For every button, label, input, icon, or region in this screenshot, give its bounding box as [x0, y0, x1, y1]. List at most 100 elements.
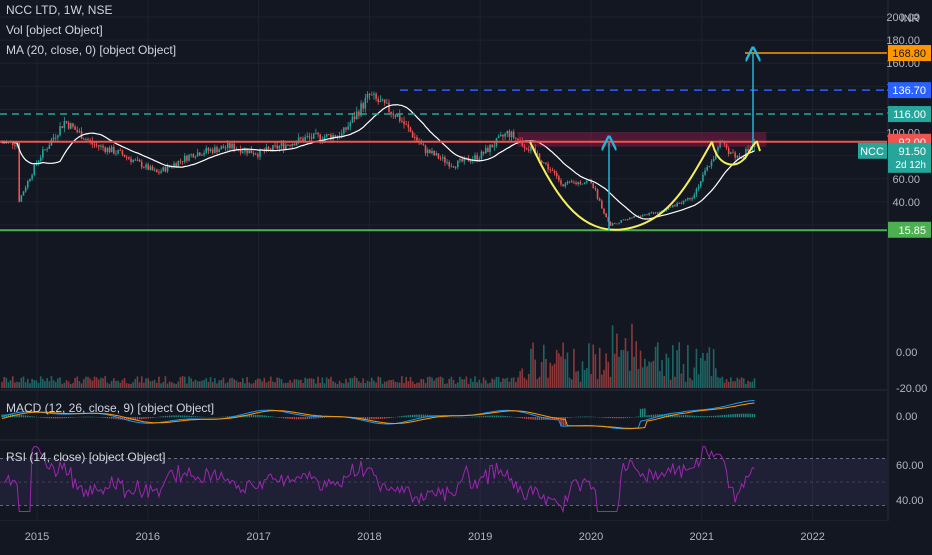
macd-histogram-bar — [726, 415, 727, 418]
candle — [580, 182, 582, 184]
volume-bar — [107, 383, 109, 388]
candle — [83, 139, 85, 140]
volume-bar — [186, 383, 188, 388]
volume-bar — [390, 380, 392, 388]
candle — [676, 203, 678, 206]
supply-zone[interactable] — [518, 133, 766, 147]
macd-histogram-bar — [730, 414, 731, 417]
macd-histogram-bar — [681, 415, 682, 417]
candle — [691, 198, 693, 199]
candle — [612, 223, 614, 225]
macd-histogram-bar — [728, 414, 729, 417]
candle — [399, 115, 401, 121]
candle — [681, 203, 683, 204]
candle — [429, 150, 431, 154]
candle — [227, 143, 229, 148]
volume-bar — [732, 381, 734, 388]
year-tick-label: 2016 — [136, 531, 160, 543]
macd-histogram-bar — [588, 417, 589, 418]
volume-bar — [210, 377, 212, 388]
macd-histogram-bar — [257, 415, 258, 417]
candle — [601, 201, 603, 209]
candles[interactable] — [1, 91, 755, 226]
macd-histogram-bar — [152, 417, 153, 418]
cup-curve[interactable] — [530, 142, 712, 230]
candle — [296, 142, 298, 145]
price-tag-116-00[interactable]: 116.00 — [888, 106, 931, 122]
volume-bar — [648, 362, 650, 388]
volume-bar — [423, 379, 425, 388]
candle — [287, 145, 289, 146]
volume-bar — [405, 377, 407, 388]
macd-histogram-bar — [724, 415, 725, 417]
price-tag-15-85[interactable]: 15.85 — [888, 222, 931, 238]
volume-bar — [483, 377, 485, 388]
volume-bar — [420, 379, 422, 388]
volume-bar — [53, 380, 55, 388]
rsi-legend[interactable]: RSI (14, close) [object Object] — [6, 450, 165, 464]
volume-bar — [666, 354, 668, 388]
macd-histogram-bar — [51, 417, 52, 418]
macd-histogram-bar — [629, 417, 630, 418]
volume-bar — [562, 343, 564, 388]
candle — [182, 161, 184, 162]
macd-histogram-bar — [687, 415, 688, 417]
volume-bar — [739, 379, 741, 388]
volume-bar — [429, 377, 431, 388]
volume-bar — [199, 381, 201, 388]
volume-bar — [455, 384, 457, 388]
candle — [373, 94, 375, 95]
candle — [552, 170, 554, 171]
volume-bar — [534, 360, 536, 388]
volume-bar — [749, 382, 751, 388]
year-tick-label: 2017 — [246, 531, 270, 543]
vol-legend[interactable]: Vol [object Object] — [6, 23, 103, 37]
candle — [433, 151, 435, 155]
volume-bar — [141, 376, 143, 388]
volume-bar — [150, 381, 152, 388]
volume-bar — [40, 376, 42, 388]
candle — [640, 216, 642, 217]
macd-histogram-bar — [100, 417, 101, 418]
ma-legend[interactable]: MA (20, close, 0) [object Object] — [6, 43, 176, 57]
macd-histogram-bar — [268, 416, 269, 417]
price-tag-136-70[interactable]: 136.70 — [888, 82, 931, 98]
macd-histogram-bar — [137, 417, 138, 420]
volume-bar — [356, 378, 358, 388]
macd-histogram-bar — [62, 417, 63, 418]
macd-histogram-bar — [487, 416, 488, 418]
candle — [33, 165, 35, 175]
macd-histogram-bar — [382, 417, 383, 419]
macd-histogram-bar — [289, 417, 290, 419]
volume-bar — [111, 381, 113, 388]
volume-bar — [614, 354, 616, 388]
macd-histogram-bar — [519, 417, 520, 418]
volume-bar — [36, 380, 38, 388]
macd-histogram-bar — [578, 417, 579, 418]
volume-bar — [233, 379, 235, 388]
candle — [474, 155, 476, 159]
macd-histogram-bar — [689, 415, 690, 417]
drawings[interactable] — [0, 53, 887, 231]
year-tick-label: 2021 — [690, 531, 714, 543]
volume-bar — [461, 379, 463, 388]
macd-histogram-bar — [700, 416, 701, 417]
volume-bar — [109, 384, 111, 388]
macd-histogram-bar — [53, 417, 54, 418]
price-tag-168-80[interactable]: 168.80 — [888, 45, 931, 61]
candle — [128, 157, 130, 159]
volume-bar — [358, 381, 360, 388]
volume-bar — [425, 383, 427, 388]
macd-legend[interactable]: MACD (12, 26, close, 9) [object Object] — [6, 401, 214, 415]
macd-histogram-bar — [711, 416, 712, 417]
candle — [76, 130, 78, 132]
volume-bar — [565, 359, 567, 388]
volume-bar — [502, 378, 504, 388]
macd-histogram-bar — [397, 417, 398, 418]
volume-bar — [33, 380, 35, 388]
volume-bar — [500, 382, 502, 388]
